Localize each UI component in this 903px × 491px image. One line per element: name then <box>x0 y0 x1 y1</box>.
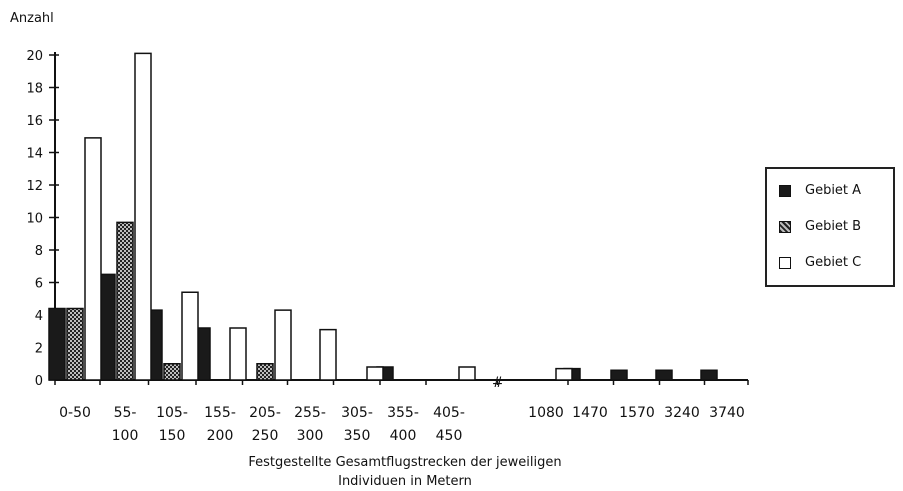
y-axis-title: Anzahl <box>10 11 54 26</box>
bar-gebiet-b-4 <box>256 363 274 381</box>
bar-gebiet-b-1 <box>116 221 134 381</box>
y-tick-label: 16 <box>26 114 43 129</box>
legend-label-gebiet-a: Gebiet A <box>805 183 862 198</box>
bar-gebiet-c-9 <box>555 367 573 381</box>
legend-item-gebiet-c: Gebiet C <box>779 255 861 270</box>
bar-gebiet-a-0 <box>48 307 66 381</box>
bar-gebiet-c-6 <box>366 366 384 381</box>
x-tick-label: 0-50 <box>59 405 91 421</box>
x-tick-label: 355- <box>387 405 419 421</box>
bar-gebiet-c-2 <box>181 291 199 381</box>
x-tick-label: 3740 <box>709 405 745 421</box>
y-tick-label: 0 <box>35 374 43 389</box>
bar-gebiet-c-5 <box>319 328 337 381</box>
x-tick-label: 205- <box>249 405 281 421</box>
bar-gebiet-c-8 <box>458 366 476 381</box>
bar-gebiet-c-4 <box>274 309 292 381</box>
bar-gebiet-b-0 <box>66 307 84 381</box>
y-tick-label: 20 <box>26 49 43 64</box>
y-tick-label: 6 <box>35 277 43 292</box>
x-tick-label: 3240 <box>664 405 700 421</box>
legend-label-gebiet-c: Gebiet C <box>805 255 862 270</box>
x-tick-label: 105- <box>156 405 188 421</box>
x-tick-label: 255- <box>294 405 326 421</box>
x-axis-title-line-2: Individuen in Metern <box>338 474 472 489</box>
axis-break-marker: # <box>492 375 504 391</box>
bar-group <box>48 52 718 381</box>
bar-gebiet-a-12 <box>655 369 673 381</box>
x-tick-label-line-2: 300 <box>297 428 324 444</box>
bar-gebiet-b-2 <box>163 363 181 381</box>
y-tick-label: 8 <box>35 244 43 259</box>
bar-gebiet-c-0 <box>84 137 102 381</box>
x-tick-label: 55- <box>114 405 137 421</box>
x-tick-label: 1570 <box>619 405 655 421</box>
x-tick-label-line-2: 150 <box>159 428 186 444</box>
legend-item-gebiet-b: Gebiet B <box>779 219 861 234</box>
x-tick-label: 1470 <box>572 405 608 421</box>
y-tick-label: 4 <box>35 309 43 324</box>
legend-item-gebiet-a: Gebiet A <box>779 183 861 198</box>
x-tick-group: 0-50 55- 100 105- 150 155- 200 205- 250 255- 300 30… <box>54 380 749 444</box>
bar-gebiet-c-3 <box>229 327 247 381</box>
y-tick-label: 2 <box>35 342 43 357</box>
legend-swatch-gebiet-a <box>779 184 791 197</box>
y-tick-label: 14 <box>26 147 43 162</box>
bar-gebiet-c-1 <box>134 52 152 381</box>
legend-swatch-gebiet-b <box>779 220 791 233</box>
x-tick-label-line-2: 100 <box>112 428 139 444</box>
y-tick-label: 12 <box>26 179 43 194</box>
x-tick-label: 155- <box>204 405 236 421</box>
y-tick-label: 18 <box>26 82 43 97</box>
y-tick-label: 10 <box>26 212 43 227</box>
legend-label-gebiet-b: Gebiet B <box>805 219 862 234</box>
x-tick-label-line-2: 350 <box>344 428 371 444</box>
x-tick-label: 1080 <box>528 405 564 421</box>
x-tick-label-line-2: 250 <box>252 428 279 444</box>
legend-swatch-gebiet-c <box>779 256 791 269</box>
chart-legend: Gebiet A Gebiet B Gebiet C <box>765 167 895 287</box>
x-tick-label-line-2: 400 <box>390 428 417 444</box>
x-tick-label-line-2: 450 <box>436 428 463 444</box>
x-axis-title-line-1: Festgestellte Gesamtflugstrecken der jew… <box>248 455 561 470</box>
x-tick-label: 305- <box>341 405 373 421</box>
bar-gebiet-a-11 <box>610 369 628 381</box>
x-tick-label-line-2: 200 <box>207 428 234 444</box>
bar-gebiet-a-13 <box>700 369 718 381</box>
x-tick-label: 405- <box>433 405 465 421</box>
